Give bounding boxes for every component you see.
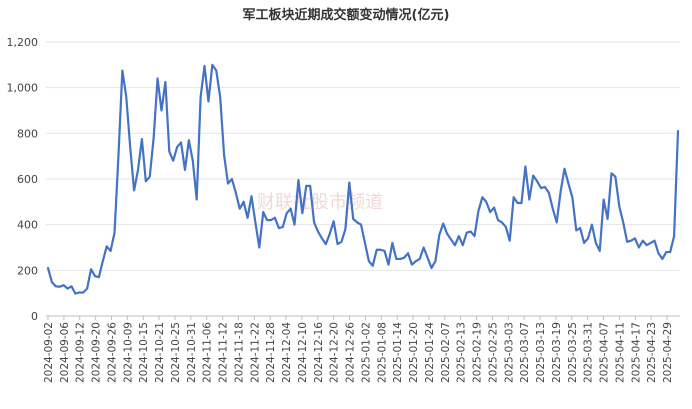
y-tick-label: 400 bbox=[17, 219, 38, 232]
x-tick-label: 2024-10-31 bbox=[186, 322, 198, 383]
x-tick-label: 2024-10-21 bbox=[154, 322, 166, 383]
y-tick-label: 200 bbox=[17, 264, 38, 277]
y-tick-label: 1,200 bbox=[7, 36, 39, 49]
x-tick-label: 2025-03-25 bbox=[567, 322, 579, 383]
x-tick-label: 2024-12-16 bbox=[313, 322, 325, 383]
x-tick-label: 2024-11-18 bbox=[233, 322, 245, 383]
x-tick-label: 2025-02-07 bbox=[440, 322, 452, 383]
x-tick-label: 2025-03-31 bbox=[583, 322, 595, 383]
x-tick-label: 2024-11-22 bbox=[249, 322, 261, 383]
y-axis-ticks: 0 200 400 600 800 1,000 1,200 bbox=[7, 36, 39, 323]
x-tick-label: 2025-02-25 bbox=[487, 322, 499, 383]
x-tick-label: 2025-03-03 bbox=[503, 322, 515, 383]
x-tick-label: 2025-04-23 bbox=[646, 322, 658, 383]
x-tick-label: 2025-04-17 bbox=[630, 322, 642, 383]
x-tick-label: 2025-02-13 bbox=[456, 322, 468, 383]
x-tick-label: 2024-12-04 bbox=[281, 322, 293, 383]
x-tick-label: 2025-02-19 bbox=[472, 322, 484, 383]
x-tick-label: 2025-03-07 bbox=[519, 322, 531, 383]
x-tick-label: 2024-12-20 bbox=[329, 322, 341, 383]
x-tick-label: 2025-01-02 bbox=[360, 322, 372, 383]
y-tick-label: 0 bbox=[31, 310, 38, 323]
x-tick-label: 2025-01-20 bbox=[408, 322, 420, 383]
x-tick-label: 2025-04-07 bbox=[599, 322, 611, 383]
x-tick-label: 2025-03-19 bbox=[551, 322, 563, 383]
x-tick-label: 2025-03-13 bbox=[535, 322, 547, 383]
y-tick-label: 1,000 bbox=[7, 82, 39, 95]
chart-title: 军工板块近期成交额变动情况(亿元) bbox=[243, 7, 450, 23]
x-tick-label: 2025-01-08 bbox=[376, 322, 388, 383]
x-tick-label: 2024-12-10 bbox=[297, 322, 309, 383]
x-tick-label: 2025-04-11 bbox=[614, 322, 626, 383]
series-line bbox=[46, 63, 680, 295]
x-tick-label: 2024-09-02 bbox=[43, 322, 55, 383]
y-tick-label: 600 bbox=[17, 173, 38, 186]
watermark: 财联社股市频道 bbox=[257, 192, 383, 213]
x-tick-label: 2025-01-14 bbox=[392, 322, 404, 383]
x-tick-label: 2024-09-26 bbox=[106, 322, 118, 383]
x-tick-label: 2024-10-09 bbox=[122, 322, 134, 383]
x-tick-label: 2024-09-20 bbox=[91, 322, 103, 383]
x-tick-label: 2025-04-29 bbox=[662, 322, 674, 383]
x-tick-label: 2024-10-25 bbox=[170, 322, 182, 383]
x-tick-label: 2024-09-12 bbox=[75, 322, 87, 383]
y-tick-label: 800 bbox=[17, 127, 38, 140]
x-tick-label: 2024-09-06 bbox=[59, 322, 71, 383]
x-tick-label: 2024-11-06 bbox=[202, 322, 214, 383]
x-tick-label: 2024-12-26 bbox=[345, 322, 357, 383]
x-tick-label: 2024-10-15 bbox=[138, 322, 150, 383]
gridlines bbox=[46, 41, 680, 271]
x-tick-label: 2024-11-12 bbox=[218, 322, 230, 383]
x-tick-label: 2024-11-28 bbox=[265, 322, 277, 383]
x-tick-label: 2025-01-24 bbox=[424, 322, 436, 383]
x-axis-ticks: 2024-09-02 2024-09-06 2024-09-12 2024-09-20… bbox=[43, 316, 674, 383]
